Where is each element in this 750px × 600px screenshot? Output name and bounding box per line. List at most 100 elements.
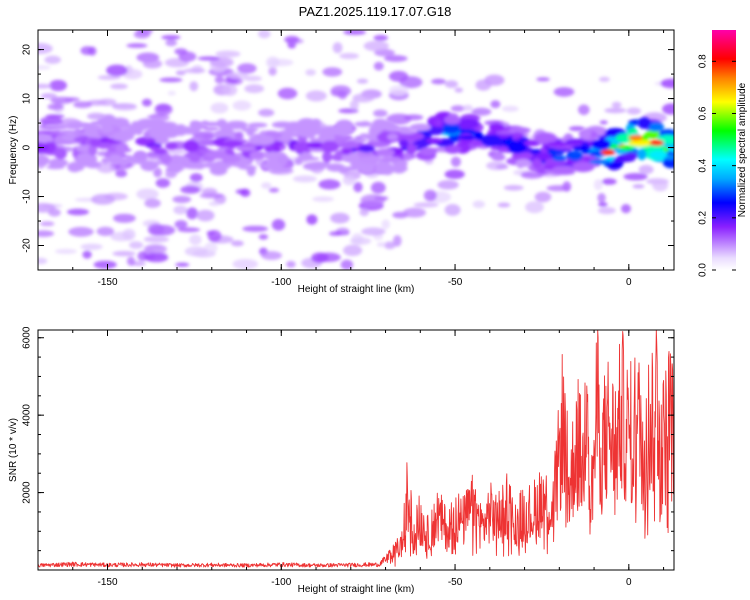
ridge-blob bbox=[294, 157, 303, 165]
noise-blob bbox=[352, 93, 375, 103]
noise-blob bbox=[638, 164, 654, 175]
noise-blob bbox=[68, 226, 94, 237]
noise-blob bbox=[388, 85, 409, 96]
ridge-blob bbox=[621, 152, 640, 159]
ridge-blob bbox=[409, 123, 432, 132]
ridge-blob bbox=[46, 165, 65, 170]
noise-blob bbox=[44, 55, 61, 64]
ridge-blob bbox=[603, 163, 623, 168]
ridge-blob bbox=[67, 161, 82, 173]
noise-blob bbox=[598, 76, 610, 82]
noise-blob bbox=[568, 126, 585, 132]
ridge-blob bbox=[234, 131, 244, 140]
noise-blob bbox=[122, 228, 136, 241]
noise-blob bbox=[164, 149, 187, 154]
ridge-blob bbox=[536, 152, 552, 161]
ridge-blob bbox=[111, 131, 135, 142]
ridge-blob bbox=[89, 138, 102, 147]
ridge-blob bbox=[140, 119, 163, 130]
noise-blob bbox=[268, 66, 277, 76]
ridge-blob bbox=[140, 160, 159, 172]
noise-blob bbox=[503, 185, 524, 191]
y-tick-label: 20 bbox=[22, 44, 33, 56]
noise-blob bbox=[626, 107, 642, 115]
ridge-blob bbox=[342, 148, 351, 155]
y-tick-label: 2000 bbox=[22, 481, 33, 504]
noise-blob bbox=[662, 103, 674, 115]
noise-blob bbox=[47, 103, 64, 111]
noise-blob bbox=[305, 90, 327, 102]
noise-blob bbox=[91, 194, 115, 205]
ridge-blob bbox=[101, 114, 116, 125]
noise-blob bbox=[423, 189, 437, 202]
ridge-blob bbox=[131, 121, 141, 128]
noise-blob bbox=[604, 107, 627, 114]
snr-series bbox=[38, 330, 674, 568]
noise-blob bbox=[80, 46, 95, 56]
ridge-peak bbox=[628, 134, 643, 141]
noise-blob bbox=[210, 102, 229, 114]
ridge-blob bbox=[456, 118, 480, 129]
ridge-blob bbox=[399, 139, 409, 148]
noise-blob bbox=[497, 202, 511, 208]
noise-blob bbox=[258, 108, 275, 117]
ridge-blob bbox=[201, 120, 210, 126]
noise-blob bbox=[284, 35, 300, 44]
noise-blob bbox=[534, 191, 552, 203]
noise-blob bbox=[208, 201, 220, 207]
ridge-blob bbox=[512, 132, 522, 138]
noise-blob bbox=[189, 173, 203, 183]
ridge-blob bbox=[358, 145, 375, 153]
noise-blob bbox=[82, 250, 92, 259]
noise-blob bbox=[373, 61, 384, 71]
ridge-blob bbox=[318, 132, 335, 144]
snr-x-label: Height of straight line (km) bbox=[298, 584, 415, 595]
noise-blob bbox=[129, 241, 144, 250]
ridge-blob bbox=[434, 118, 443, 127]
noise-blob bbox=[286, 260, 296, 268]
ridge-blob bbox=[286, 121, 303, 127]
noise-blob bbox=[215, 50, 241, 58]
ridge-blob bbox=[589, 159, 612, 165]
noise-blob bbox=[437, 180, 459, 190]
noise-blob bbox=[97, 98, 117, 107]
noise-blob bbox=[199, 193, 224, 199]
noise-blob bbox=[237, 63, 257, 74]
noise-blob bbox=[660, 78, 674, 89]
noise-blob bbox=[240, 188, 251, 197]
noise-blob bbox=[243, 75, 262, 82]
noise-blob bbox=[38, 43, 53, 54]
ridge-blob bbox=[266, 151, 280, 161]
noise-blob bbox=[142, 59, 163, 69]
noise-blob bbox=[388, 70, 409, 82]
ridge-peak bbox=[649, 139, 664, 146]
noise-blob bbox=[381, 219, 391, 230]
noise-blob bbox=[597, 207, 616, 215]
noise-blob bbox=[141, 98, 152, 107]
ridge-blob bbox=[354, 121, 373, 127]
noise-blob bbox=[261, 182, 272, 189]
noise-blob bbox=[450, 105, 466, 112]
snr-y-label: SNR (10 * v/v) bbox=[8, 418, 19, 482]
noise-blob bbox=[332, 42, 343, 54]
ridge-blob bbox=[581, 128, 592, 140]
noise-blob bbox=[322, 67, 343, 77]
noise-blob bbox=[413, 202, 439, 208]
noise-blob bbox=[178, 51, 197, 62]
noise-blob bbox=[143, 236, 169, 243]
noise-blob bbox=[342, 175, 356, 186]
noise-blob bbox=[73, 101, 92, 109]
spectrogram-ridge-blobs bbox=[38, 111, 674, 177]
spectrogram-x-label: Height of straight line (km) bbox=[298, 284, 415, 295]
noise-blob bbox=[444, 169, 465, 179]
ridge-blob bbox=[47, 123, 67, 129]
noise-blob bbox=[244, 84, 265, 94]
ridge-blob bbox=[662, 157, 674, 169]
ridge-blob bbox=[222, 140, 244, 148]
noise-blob bbox=[144, 252, 169, 263]
ridge-blob bbox=[320, 140, 339, 153]
colorbar-gradient bbox=[712, 30, 736, 270]
noise-blob bbox=[611, 101, 622, 108]
noise-blob bbox=[339, 52, 360, 60]
